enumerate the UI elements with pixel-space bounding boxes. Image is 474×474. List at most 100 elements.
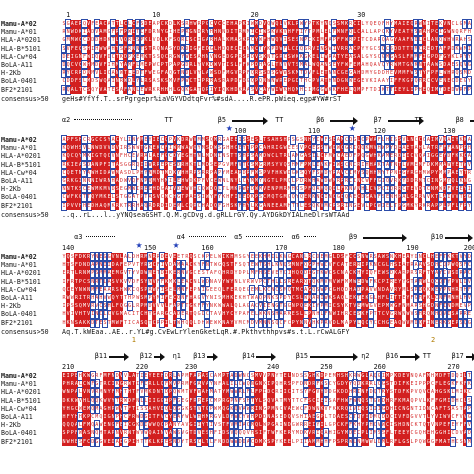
residue: K <box>336 388 341 397</box>
residue: C <box>319 152 324 161</box>
position-ruler: α2 TT β5 TT β6 β7 TT β8 ★ ★ 100 110 120 130 <box>62 116 474 135</box>
residue: E <box>331 60 337 70</box>
residue: L <box>345 294 349 301</box>
residue: H <box>340 310 345 319</box>
residue: K <box>242 20 247 29</box>
residue: G <box>107 29 111 36</box>
residue: D <box>61 52 67 62</box>
strand-arrow <box>108 353 129 361</box>
ruler-tick-label: 200 <box>463 244 474 252</box>
residue: P <box>136 169 140 176</box>
residue: A <box>270 412 275 422</box>
residue: F <box>99 373 103 379</box>
residue: A <box>172 310 177 319</box>
residue: I <box>197 37 201 44</box>
residue: C <box>168 151 173 161</box>
residue: D <box>209 145 213 152</box>
residue: M <box>102 268 108 278</box>
residue: I <box>389 293 394 303</box>
residue: D <box>189 177 193 184</box>
residue: M <box>287 186 291 193</box>
residue: F <box>218 381 222 388</box>
residue: H <box>344 372 349 381</box>
residue: K <box>262 52 267 61</box>
residue: L <box>225 380 230 389</box>
residue: G <box>369 45 373 52</box>
helix-symbol <box>303 236 317 243</box>
residue: L <box>405 285 410 294</box>
residue: A <box>74 421 79 430</box>
residue: V <box>201 60 206 70</box>
residue: Q <box>209 137 213 143</box>
residue: W <box>70 294 74 301</box>
residue: F <box>168 37 172 44</box>
residue: D <box>360 277 365 286</box>
residue: L <box>152 437 157 446</box>
residue: P <box>218 161 222 168</box>
residue: D <box>316 254 320 260</box>
residue: Y <box>180 52 186 62</box>
residue: M <box>102 28 108 37</box>
residue: P <box>128 262 132 269</box>
residue: R <box>62 294 66 301</box>
residue: F <box>159 151 165 161</box>
residue: Q <box>65 60 71 70</box>
residue: W <box>123 286 127 293</box>
residue: P <box>197 177 201 184</box>
residue: L <box>271 262 275 269</box>
residue: E <box>143 184 149 194</box>
residue: T <box>373 311 377 318</box>
residue: R <box>283 311 287 318</box>
residue: R <box>303 420 309 430</box>
residue: D <box>91 78 95 85</box>
residue: F <box>136 177 140 184</box>
residue: P <box>311 77 316 86</box>
residue: I <box>356 404 362 414</box>
residue: C <box>352 253 357 262</box>
residue: N <box>87 177 91 184</box>
residue: H <box>446 36 451 45</box>
residue: A <box>369 193 374 202</box>
residue: R <box>393 285 398 294</box>
residue: F <box>368 277 374 287</box>
residue: R <box>368 252 374 262</box>
residue: V <box>86 302 91 311</box>
residue: M <box>332 373 336 379</box>
residue: S <box>295 145 299 152</box>
residue: G <box>332 285 337 294</box>
residue: T <box>249 396 255 406</box>
residue: T <box>377 310 382 319</box>
residue: Q <box>176 36 181 45</box>
residue: V <box>274 28 279 37</box>
residue: W <box>344 396 349 405</box>
residue: N <box>409 36 415 45</box>
residue: M <box>295 85 300 94</box>
residue: M <box>115 60 120 70</box>
residue: E <box>352 60 357 70</box>
residue: N <box>115 253 120 262</box>
residue: H <box>78 136 83 145</box>
residue: T <box>185 389 189 396</box>
sequence-name: HLA-Cw*04 <box>1 168 37 177</box>
residue: P <box>390 169 394 176</box>
residue: S <box>413 68 419 78</box>
residue: N <box>94 252 100 262</box>
residue: V <box>164 261 169 270</box>
residue: R <box>238 169 242 176</box>
residue: P <box>466 85 472 95</box>
residue: C <box>107 152 112 161</box>
residue: W <box>233 387 239 397</box>
residue: L <box>119 21 123 27</box>
residue: V <box>385 310 390 319</box>
residue: L <box>238 303 242 310</box>
residue: E <box>279 413 283 420</box>
residue: C <box>241 176 247 186</box>
residue: Y <box>242 413 246 420</box>
residue: Q <box>131 176 137 186</box>
residue: E <box>229 44 234 53</box>
residue: H <box>70 437 75 446</box>
residue: I <box>466 44 472 54</box>
residue: F <box>246 70 250 77</box>
